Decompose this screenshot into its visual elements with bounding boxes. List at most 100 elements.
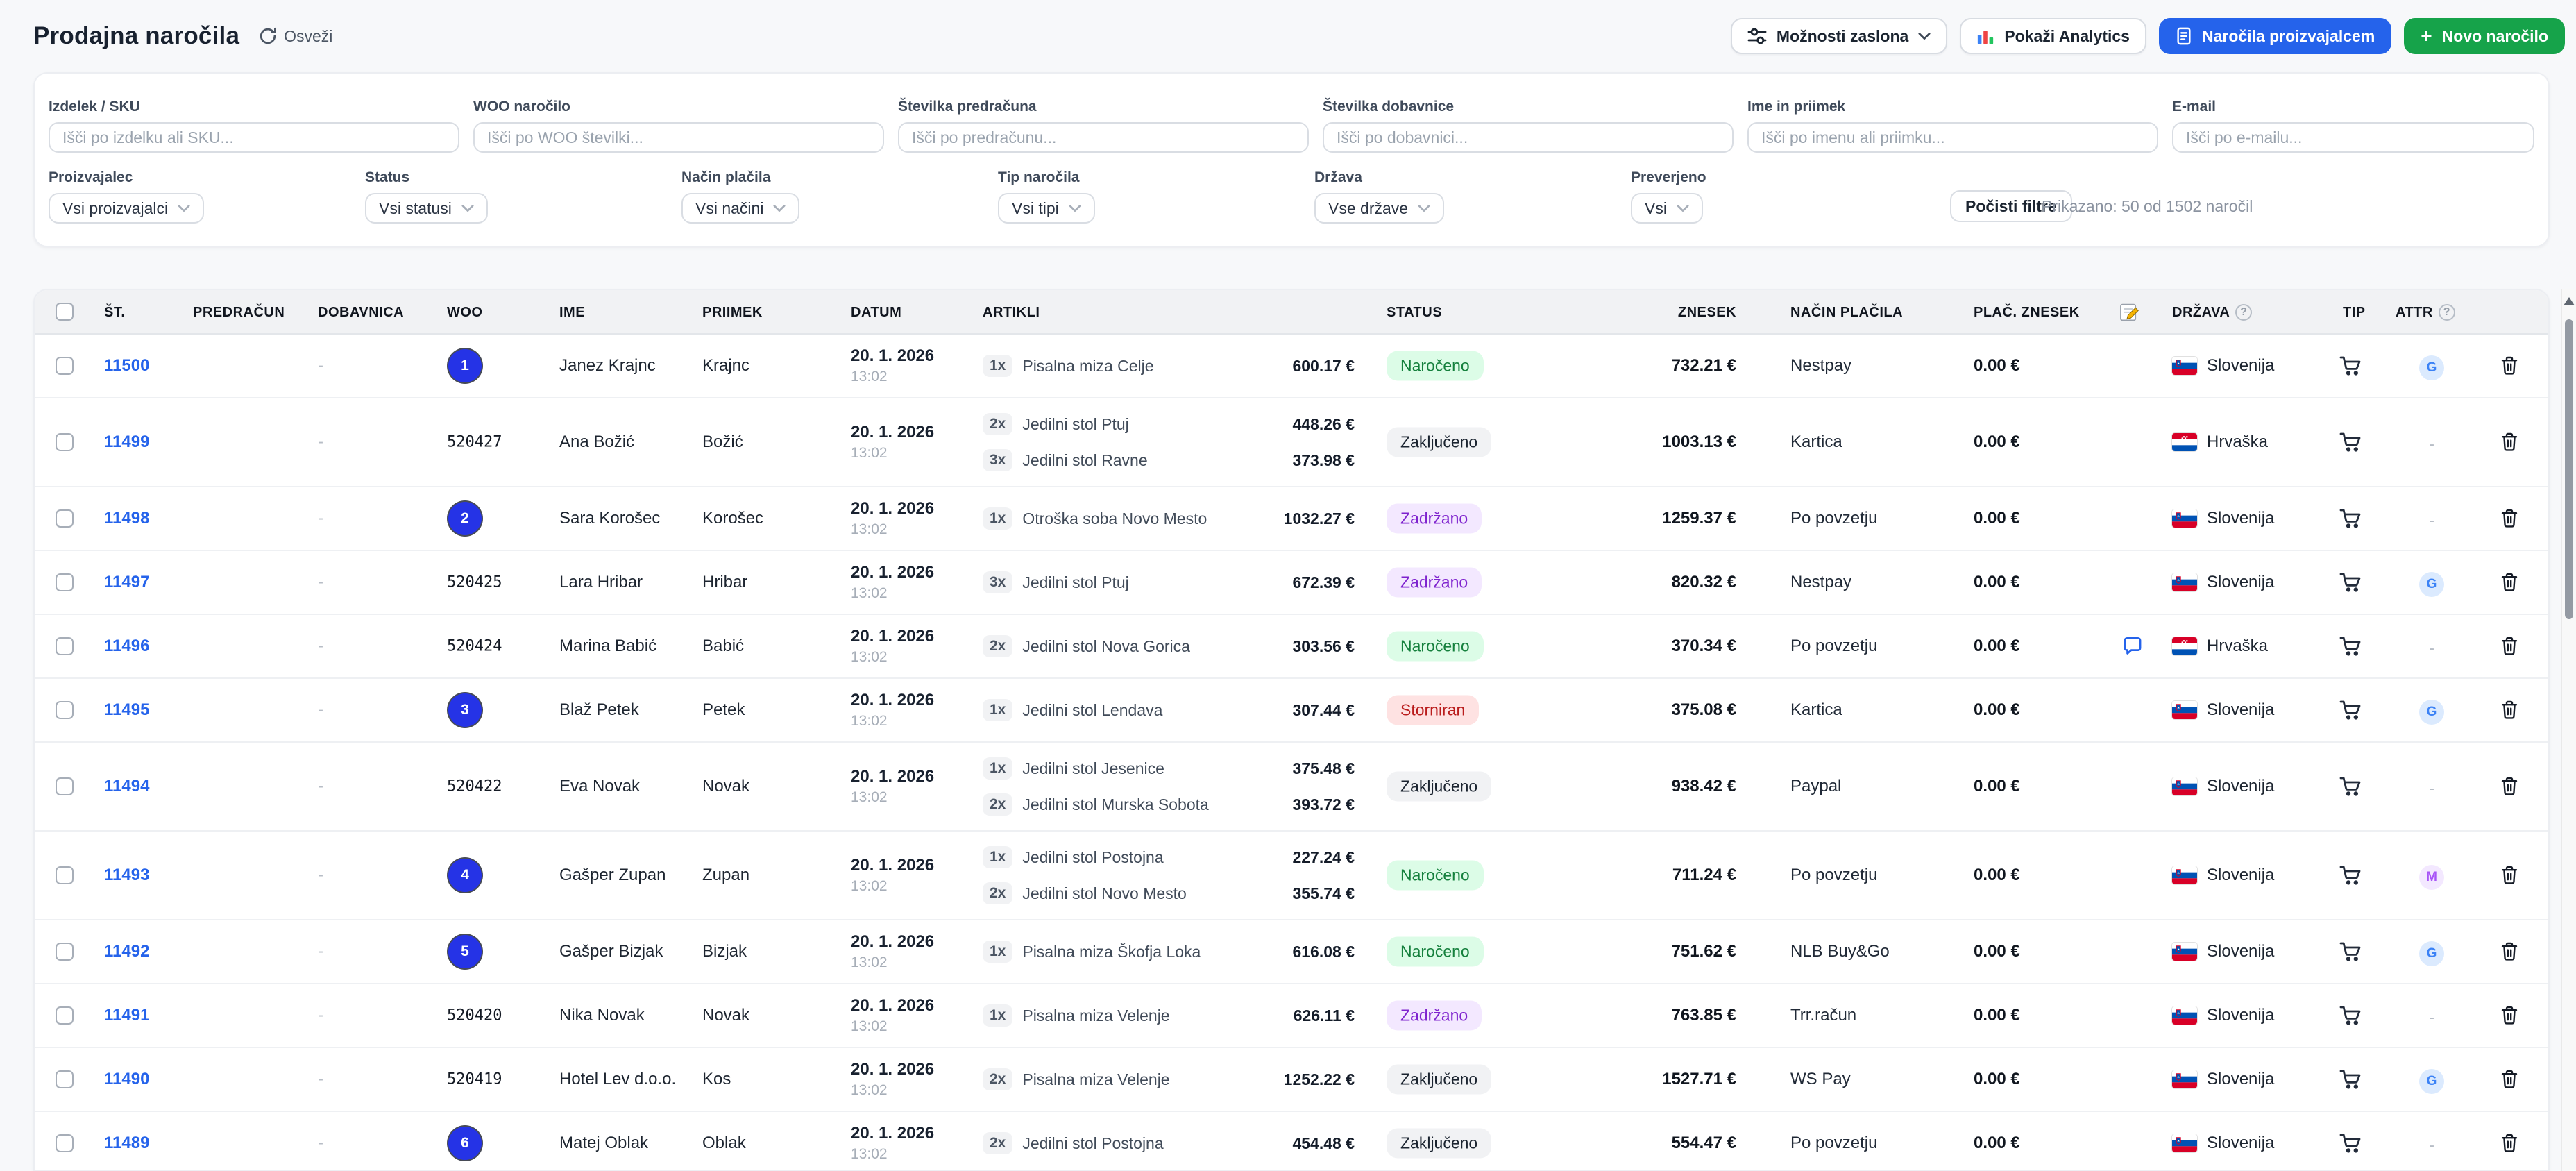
cart-button[interactable] bbox=[2339, 699, 2362, 721]
comment-button[interactable] bbox=[2122, 636, 2143, 657]
row-checkbox[interactable] bbox=[56, 433, 74, 451]
screen-options-button[interactable]: Možnosti zaslona bbox=[1730, 18, 1948, 54]
delete-button[interactable] bbox=[2500, 572, 2519, 593]
delete-button[interactable] bbox=[2500, 865, 2519, 886]
payment-method: Nestpay bbox=[1790, 573, 1852, 591]
order-item: 1x Pisalna miza Škofja Loka 616.08 € bbox=[983, 934, 1355, 970]
trash-icon bbox=[2501, 1070, 2518, 1088]
vertical-scrollbar[interactable] bbox=[2561, 289, 2576, 1171]
trash-icon bbox=[2501, 866, 2518, 884]
cart-button[interactable] bbox=[2339, 431, 2362, 453]
filter-field-label: E-mail bbox=[2172, 99, 2217, 115]
customer-last-name: Petek bbox=[702, 700, 745, 719]
row-checkbox[interactable] bbox=[56, 573, 74, 591]
help-icon[interactable]: ? bbox=[2235, 304, 2253, 321]
order-number-link[interactable]: 11495 bbox=[104, 700, 150, 719]
order-number-link[interactable]: 11494 bbox=[104, 777, 150, 795]
cart-button[interactable] bbox=[2339, 1004, 2362, 1027]
cart-button[interactable] bbox=[2339, 571, 2362, 593]
row-checkbox[interactable] bbox=[56, 943, 74, 961]
paid-amount: 0.00 € bbox=[1974, 432, 2020, 451]
trash-icon bbox=[2501, 356, 2518, 375]
customer-last-name: Korošec bbox=[702, 509, 764, 528]
delete-button[interactable] bbox=[2500, 508, 2519, 529]
order-number-link[interactable]: 11489 bbox=[104, 1134, 150, 1152]
chevron-down-icon bbox=[1677, 205, 1689, 212]
delete-button[interactable] bbox=[2500, 941, 2519, 962]
order-number-link[interactable]: 11493 bbox=[104, 866, 150, 884]
filter-input-5[interactable] bbox=[1747, 122, 2158, 153]
delete-button[interactable] bbox=[2500, 1005, 2519, 1026]
status-label: Zaključeno bbox=[1387, 1064, 1492, 1095]
filter-select-4[interactable]: Vsi tipi bbox=[998, 193, 1095, 224]
cart-button[interactable] bbox=[2339, 355, 2362, 377]
show-analytics-button[interactable]: Pokaži Analytics bbox=[1960, 18, 2146, 54]
column-header-label: WOO bbox=[447, 304, 483, 320]
filter-input-3[interactable] bbox=[898, 122, 1309, 153]
row-checkbox[interactable] bbox=[56, 637, 74, 655]
order-total: 711.24 € bbox=[1672, 866, 1736, 884]
attr-badge: M bbox=[2419, 865, 2444, 890]
scrollbar-thumb[interactable] bbox=[2565, 319, 2573, 619]
select-all-checkbox[interactable] bbox=[56, 303, 74, 321]
paid-amount: 0.00 € bbox=[1974, 356, 2020, 375]
order-item: 3x Jedilni stol Ptuj 672.39 € bbox=[983, 564, 1355, 600]
cart-button[interactable] bbox=[2339, 941, 2362, 963]
row-checkbox[interactable] bbox=[56, 1006, 74, 1025]
filter-input-4[interactable] bbox=[1323, 122, 1734, 153]
filter-select-6[interactable]: Vsi bbox=[1631, 193, 1703, 224]
order-number-link[interactable]: 11499 bbox=[104, 432, 150, 451]
item-price: 1252.22 € bbox=[1283, 1070, 1355, 1088]
cart-button[interactable] bbox=[2339, 507, 2362, 530]
cart-button[interactable] bbox=[2339, 864, 2362, 886]
country-flag-icon bbox=[2172, 433, 2197, 451]
filter-select-1[interactable]: Vsi proizvajalci bbox=[49, 193, 205, 224]
new-order-button[interactable]: + Novo naročilo bbox=[2404, 18, 2565, 54]
delete-button[interactable] bbox=[2500, 1133, 2519, 1154]
row-checkbox[interactable] bbox=[56, 866, 74, 884]
country-cell: Slovenija bbox=[2172, 1134, 2274, 1153]
order-number-link[interactable]: 11492 bbox=[104, 942, 150, 961]
delete-button[interactable] bbox=[2500, 355, 2519, 376]
delete-button[interactable] bbox=[2500, 432, 2519, 453]
scrollbar-up-arrow[interactable] bbox=[2564, 297, 2575, 305]
column-header-label: DOBAVNICA bbox=[318, 304, 405, 320]
delete-button[interactable] bbox=[2500, 636, 2519, 657]
attr-cell: G bbox=[2416, 351, 2447, 380]
filter-select-5[interactable]: Vse države bbox=[1314, 193, 1445, 224]
row-checkbox[interactable] bbox=[56, 1070, 74, 1088]
customer-last-name: Božić bbox=[702, 432, 743, 451]
paid-amount: 0.00 € bbox=[1974, 509, 2020, 528]
filter-select-3[interactable]: Vsi načini bbox=[681, 193, 800, 224]
order-number-link[interactable]: 11491 bbox=[104, 1006, 150, 1025]
row-checkbox[interactable] bbox=[56, 509, 74, 528]
filter-input-2[interactable] bbox=[473, 122, 884, 153]
help-icon[interactable]: ? bbox=[2438, 304, 2455, 321]
cart-button[interactable] bbox=[2339, 1132, 2362, 1154]
filter-input-6[interactable] bbox=[2172, 122, 2534, 153]
manufacturer-orders-button[interactable]: Naročila proizvajalcem bbox=[2158, 18, 2392, 54]
order-number-link[interactable]: 11490 bbox=[104, 1070, 150, 1088]
row-checkbox[interactable] bbox=[56, 357, 74, 375]
order-number-link[interactable]: 11498 bbox=[104, 509, 150, 528]
order-number-link[interactable]: 11497 bbox=[104, 573, 150, 591]
country-flag-icon bbox=[2172, 573, 2197, 591]
customer-first-name: Blaž Petek bbox=[559, 700, 639, 719]
filter-input-1[interactable] bbox=[49, 122, 459, 153]
cart-button[interactable] bbox=[2339, 635, 2362, 657]
delete-button[interactable] bbox=[2500, 1069, 2519, 1090]
row-checkbox[interactable] bbox=[56, 1134, 74, 1152]
filter-selects-row: Proizvajalec Vsi proizvajalci Status Vsi st… bbox=[49, 169, 2534, 224]
refresh-button[interactable]: Osveži bbox=[259, 27, 332, 46]
clear-filters-button[interactable]: Počisti filtre bbox=[1950, 190, 2072, 222]
cart-button[interactable] bbox=[2339, 1068, 2362, 1090]
delete-button[interactable] bbox=[2500, 776, 2519, 797]
country-flag-icon bbox=[2172, 637, 2197, 655]
row-checkbox[interactable] bbox=[56, 701, 74, 719]
filter-select-2[interactable]: Vsi statusi bbox=[365, 193, 488, 224]
delete-button[interactable] bbox=[2500, 700, 2519, 721]
order-number-link[interactable]: 11496 bbox=[104, 637, 150, 655]
row-checkbox[interactable] bbox=[56, 777, 74, 795]
cart-button[interactable] bbox=[2339, 775, 2362, 798]
order-number-link[interactable]: 11500 bbox=[104, 356, 150, 375]
